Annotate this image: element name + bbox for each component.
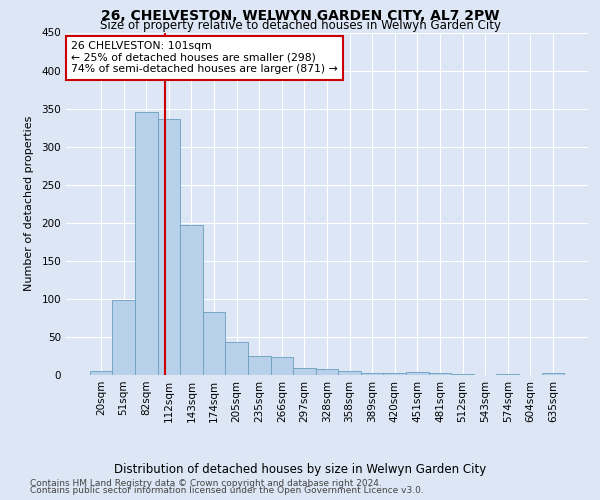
Bar <box>226 342 248 375</box>
Bar <box>248 356 271 375</box>
Text: Distribution of detached houses by size in Welwyn Garden City: Distribution of detached houses by size … <box>114 462 486 475</box>
Bar <box>293 368 316 375</box>
Bar <box>90 371 112 375</box>
Bar <box>135 112 158 375</box>
Bar <box>158 118 180 375</box>
Text: Size of property relative to detached houses in Welwyn Garden City: Size of property relative to detached ho… <box>100 19 500 32</box>
Bar <box>112 300 135 375</box>
Bar <box>338 371 361 375</box>
Bar <box>271 358 293 375</box>
Text: Contains HM Land Registry data © Crown copyright and database right 2024.: Contains HM Land Registry data © Crown c… <box>30 478 382 488</box>
Bar <box>383 374 406 375</box>
Bar <box>203 312 226 375</box>
Bar <box>542 374 564 375</box>
Bar <box>180 225 203 375</box>
Bar <box>316 369 338 375</box>
Text: 26 CHELVESTON: 101sqm
← 25% of detached houses are smaller (298)
74% of semi-det: 26 CHELVESTON: 101sqm ← 25% of detached … <box>71 41 338 74</box>
Bar <box>451 374 474 375</box>
Text: Contains public sector information licensed under the Open Government Licence v3: Contains public sector information licen… <box>30 486 424 495</box>
Y-axis label: Number of detached properties: Number of detached properties <box>25 116 34 292</box>
Bar <box>406 372 428 375</box>
Bar <box>496 374 519 375</box>
Bar <box>428 374 451 375</box>
Bar <box>361 372 383 375</box>
Text: 26, CHELVESTON, WELWYN GARDEN CITY, AL7 2PW: 26, CHELVESTON, WELWYN GARDEN CITY, AL7 … <box>101 9 499 23</box>
